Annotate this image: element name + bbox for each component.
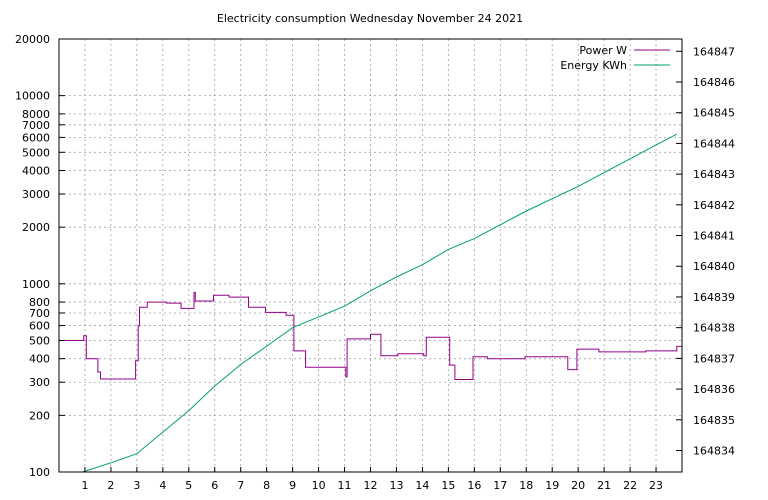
series-line-energy-kwh [82, 133, 678, 473]
x-tick-label: 17 [493, 479, 507, 492]
series-line-power-w [59, 291, 682, 380]
y2-tick-label: 164839 [693, 291, 735, 304]
x-tick-label: 7 [237, 479, 244, 492]
x-tick-label: 23 [649, 479, 663, 492]
y-tick-label: 500 [29, 334, 50, 347]
y-tick-label: 20000 [15, 33, 50, 46]
y-axis-right: 164834 164835 164836 164837 164838 164839 1648… [676, 45, 735, 458]
series-lines [59, 133, 682, 473]
x-tick-label: 2 [107, 479, 114, 492]
y2-tick-label: 164840 [693, 260, 735, 273]
x-tick-label: 9 [289, 479, 296, 492]
legend: Power W Energy KWh [560, 44, 670, 72]
y2-tick-label: 164846 [693, 76, 735, 89]
x-tick-label: 12 [364, 479, 378, 492]
y2-tick-label: 164838 [693, 322, 735, 335]
x-tick-label: 1 [81, 479, 88, 492]
y2-tick-label: 164845 [693, 107, 735, 120]
y-tick-label: 5000 [22, 146, 50, 159]
y2-tick-label: 164847 [693, 45, 735, 58]
x-tick-label: 6 [211, 479, 218, 492]
y2-tick-label: 164843 [693, 168, 735, 181]
y-tick-label: 800 [29, 296, 50, 309]
y-tick-label: 300 [29, 376, 50, 389]
y2-tick-label: 164844 [693, 137, 735, 150]
x-tick-label: 21 [597, 479, 611, 492]
x-tick-label: 16 [467, 479, 481, 492]
y2-tick-label: 164834 [693, 445, 735, 458]
x-tick-label: 18 [519, 479, 533, 492]
x-tick-label: 3 [133, 479, 140, 492]
y-tick-label: 1000 [22, 278, 50, 291]
y-tick-label: 600 [29, 320, 50, 333]
y-tick-label: 10000 [15, 90, 50, 103]
y2-tick-label: 164836 [693, 383, 735, 396]
y2-tick-label: 164837 [693, 352, 735, 365]
x-tick-label: 8 [263, 479, 270, 492]
y-tick-label: 3000 [22, 188, 50, 201]
y2-tick-label: 164835 [693, 414, 735, 427]
x-axis: 1 2 3 4 5 6 7 8 9 10 11 12 13 14 15 16 17 18 19 20 21 22 23 [81, 467, 663, 492]
x-tick-label: 10 [312, 479, 326, 492]
y-tick-label: 7000 [22, 119, 50, 132]
x-tick-label: 4 [159, 479, 166, 492]
y-tick-label: 2000 [22, 221, 50, 234]
x-tick-label: 13 [389, 479, 403, 492]
y-tick-label: 400 [29, 353, 50, 366]
y-tick-label: 700 [29, 307, 50, 320]
legend-label: Energy KWh [560, 59, 627, 72]
x-tick-label: 19 [545, 479, 559, 492]
y-tick-label: 4000 [22, 165, 50, 178]
x-tick-label: 11 [338, 479, 352, 492]
x-tick-label: 22 [623, 479, 637, 492]
y2-tick-label: 164842 [693, 199, 735, 212]
y-tick-label: 8000 [22, 108, 50, 121]
x-tick-label: 14 [415, 479, 429, 492]
y-tick-label: 6000 [22, 131, 50, 144]
y2-tick-label: 164841 [693, 230, 735, 243]
chart-title: Electricity consumption Wednesday Novemb… [217, 12, 523, 25]
x-tick-label: 20 [571, 479, 585, 492]
y-tick-label: 100 [29, 466, 50, 479]
x-tick-label: 15 [441, 479, 455, 492]
y-tick-label: 200 [29, 409, 50, 422]
x-tick-label: 5 [185, 479, 192, 492]
grid-lines [59, 39, 682, 472]
legend-label: Power W [579, 44, 627, 57]
